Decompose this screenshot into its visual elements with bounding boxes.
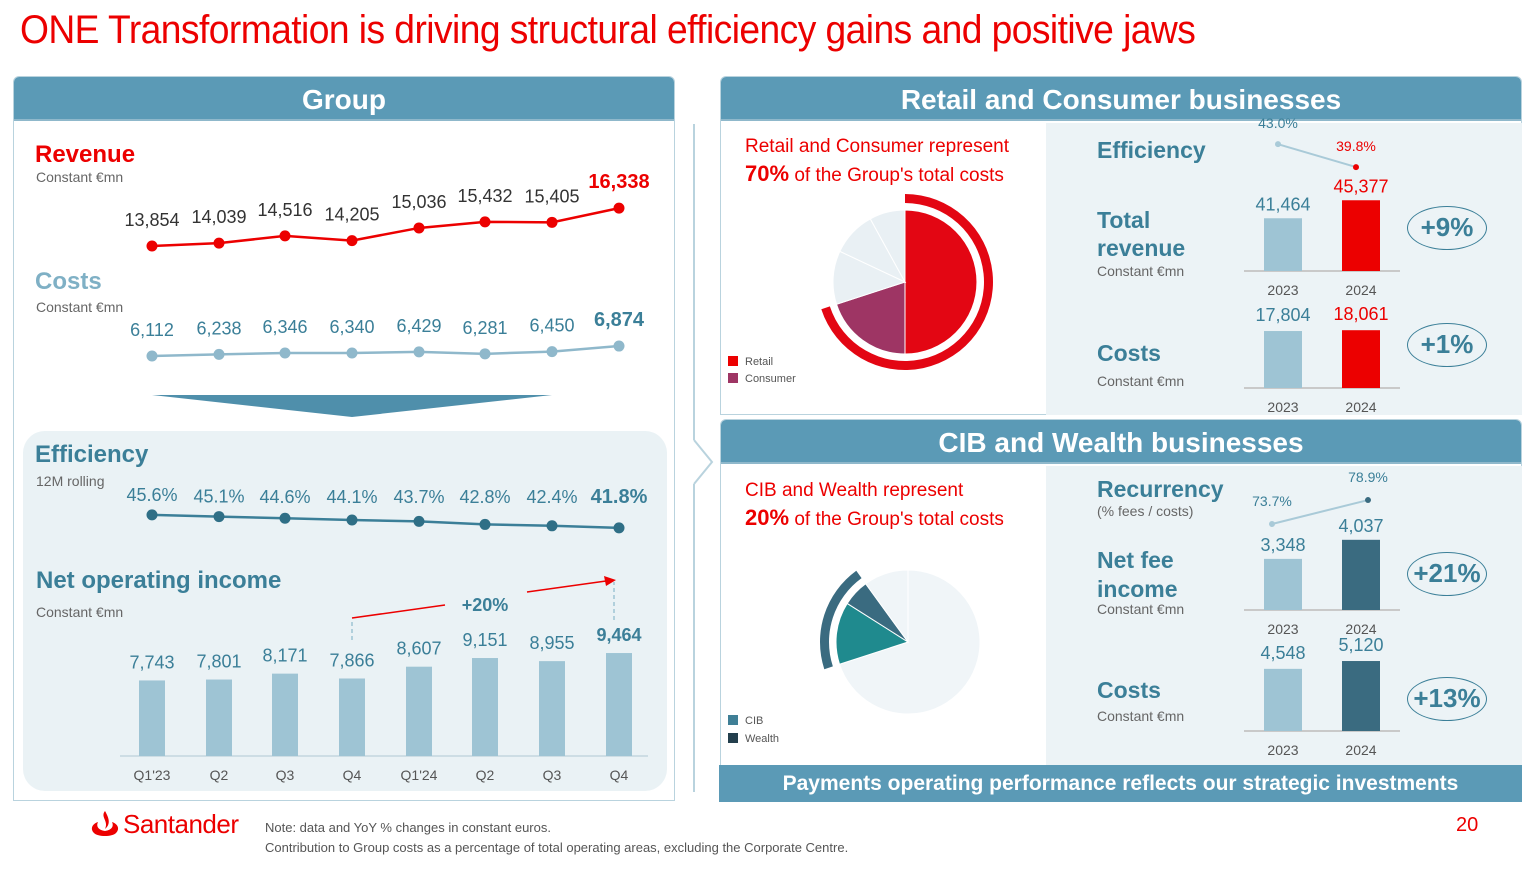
slide-title: ONE Transformation is driving structural… <box>20 8 1196 52</box>
costs-label: Costs <box>35 268 102 295</box>
legend-retail: Retail <box>728 356 773 368</box>
revenue-unit: Constant €mn <box>36 169 124 185</box>
cib-statement-line1: CIB and Wealth represent <box>745 480 964 501</box>
cib-header: CIB and Wealth businesses <box>721 420 1521 464</box>
noi-label: Net operating income <box>36 567 282 594</box>
legend-label: Consumer <box>745 373 796 385</box>
cib-nfi-label-2: income <box>1097 576 1178 602</box>
logo-text: Santander <box>123 808 239 839</box>
retail-costs-unit: Constant €mn <box>1097 373 1185 389</box>
cib-costs-change-badge: +13% <box>1407 677 1487 721</box>
cib-recurrency-label: Recurrency <box>1097 476 1224 502</box>
retail-costs-label: Costs <box>1097 340 1161 366</box>
retail-statement: 70% of the Group's total costs <box>745 161 1004 187</box>
cib-costs-label: Costs <box>1097 677 1161 703</box>
revenue-label: Revenue <box>35 141 136 168</box>
retail-statement-line2: of the Group's total costs <box>789 165 1004 186</box>
cib-statement-line2: of the Group's total costs <box>789 509 1004 530</box>
cib-nfi-label-1: Net fee <box>1097 547 1174 573</box>
retail-revenue-label-2: revenue <box>1097 235 1186 261</box>
cib-statement: 20% of the Group's total costs <box>745 505 1004 531</box>
legend-consumer: Consumer <box>728 373 796 385</box>
legend-cib: CIB <box>728 715 763 727</box>
legend-wealth: Wealth <box>728 733 779 745</box>
page-number: 20 <box>1456 814 1479 836</box>
retail-efficiency-label: Efficiency <box>1097 137 1206 163</box>
cib-nfi-unit: Constant €mn <box>1097 601 1185 617</box>
legend-label: Retail <box>745 356 774 368</box>
retail-revenue-label-1: Total <box>1097 207 1151 233</box>
footnote-2: Contribution to Group costs as a percent… <box>265 840 849 855</box>
legend-label: CIB <box>745 715 764 727</box>
footnote-1: Note: data and YoY % changes in constant… <box>265 820 551 835</box>
noi-unit: Constant €mn <box>36 604 124 620</box>
efficiency-unit: 12M rolling <box>36 473 105 489</box>
retail-statement-pct: 70% <box>745 161 790 186</box>
group-header: Group <box>14 77 674 121</box>
retail-revenue-change-badge: +9% <box>1407 206 1487 250</box>
efficiency-label: Efficiency <box>35 441 149 468</box>
legend-label: Wealth <box>745 733 780 745</box>
cib-recurrency-unit: (% fees / costs) <box>1097 503 1194 519</box>
retail-statement-line1: Retail and Consumer represent <box>745 136 1010 157</box>
payments-banner: Payments operating performance reflects … <box>719 765 1522 802</box>
costs-unit: Constant €mn <box>36 299 124 315</box>
flame-icon <box>91 811 119 836</box>
retail-header: Retail and Consumer businesses <box>721 77 1521 121</box>
cib-nfi-change-badge: +21% <box>1407 552 1487 596</box>
retail-costs-change-badge: +1% <box>1407 323 1487 367</box>
retail-revenue-unit: Constant €mn <box>1097 263 1185 279</box>
cib-statement-pct: 20% <box>745 505 790 530</box>
divider-chevron-icon <box>693 439 714 485</box>
cib-costs-unit: Constant €mn <box>1097 708 1185 724</box>
santander-logo: Santander <box>90 808 239 840</box>
